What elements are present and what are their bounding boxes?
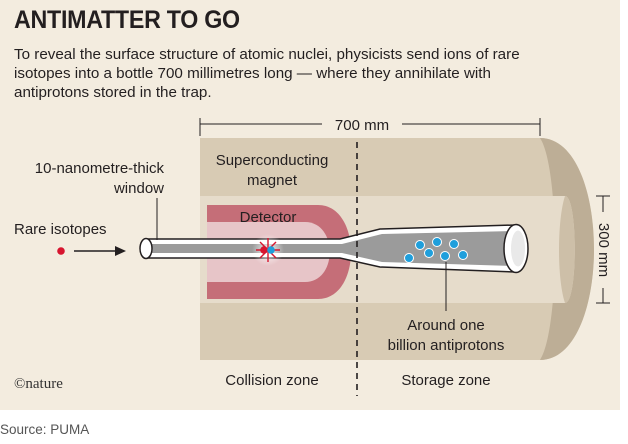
magnet-label-line-1: Superconducting [216,152,329,169]
storage-zone-label: Storage zone [401,372,490,389]
description-line-1: To reveal the surface structure of atomi… [14,46,520,63]
antiproton [440,251,450,261]
magnet-label-line-2: magnet [247,172,298,189]
tube-entrance [139,237,153,260]
detector-label: Detector [240,209,297,226]
diameter-label: 300 mm [595,223,612,277]
antiproton [404,253,414,263]
graphic-panel: ANTIMATTER TO GO To reveal the surface s… [0,0,620,410]
antiproton [449,239,459,249]
source-credit: Source: PUMA [0,422,90,437]
antiproton [415,240,425,250]
rare-isotopes-label: Rare isotopes [14,221,107,238]
puma-trap-diagram: 700 mm 300 mm 10-nanometre-thick window … [14,117,612,396]
description-line-3: antiprotons stored in the trap. [14,84,212,101]
antiproton [424,248,434,258]
beam-tube-core [152,244,342,253]
tube-exit-inner [511,230,525,267]
collision-zone-label: Collision zone [225,372,318,389]
antiproton [458,250,468,260]
collision-isotope [260,246,268,254]
antiproton [432,237,442,247]
description-line-2: isotopes into a bottle 700 millimetres l… [14,65,491,82]
rare-isotope-dot [57,247,65,255]
antiprotons-label-line-2: billion antiprotons [388,337,505,354]
window-label-line-1: 10-nanometre-thick [35,160,165,177]
graphic-title: ANTIMATTER TO GO [14,6,240,34]
isotope-arrowhead [115,246,126,256]
collision-antiproton [267,246,275,254]
bore-inner-shadow [559,196,575,303]
antiproton-cloud [404,237,468,263]
nature-logo: ©nature [14,376,63,392]
antiprotons-label-line-1: Around one [407,317,485,334]
graphic-description: To reveal the surface structure of atomi… [14,45,614,102]
window-label-line-2: window [113,180,164,197]
length-label: 700 mm [335,117,389,134]
